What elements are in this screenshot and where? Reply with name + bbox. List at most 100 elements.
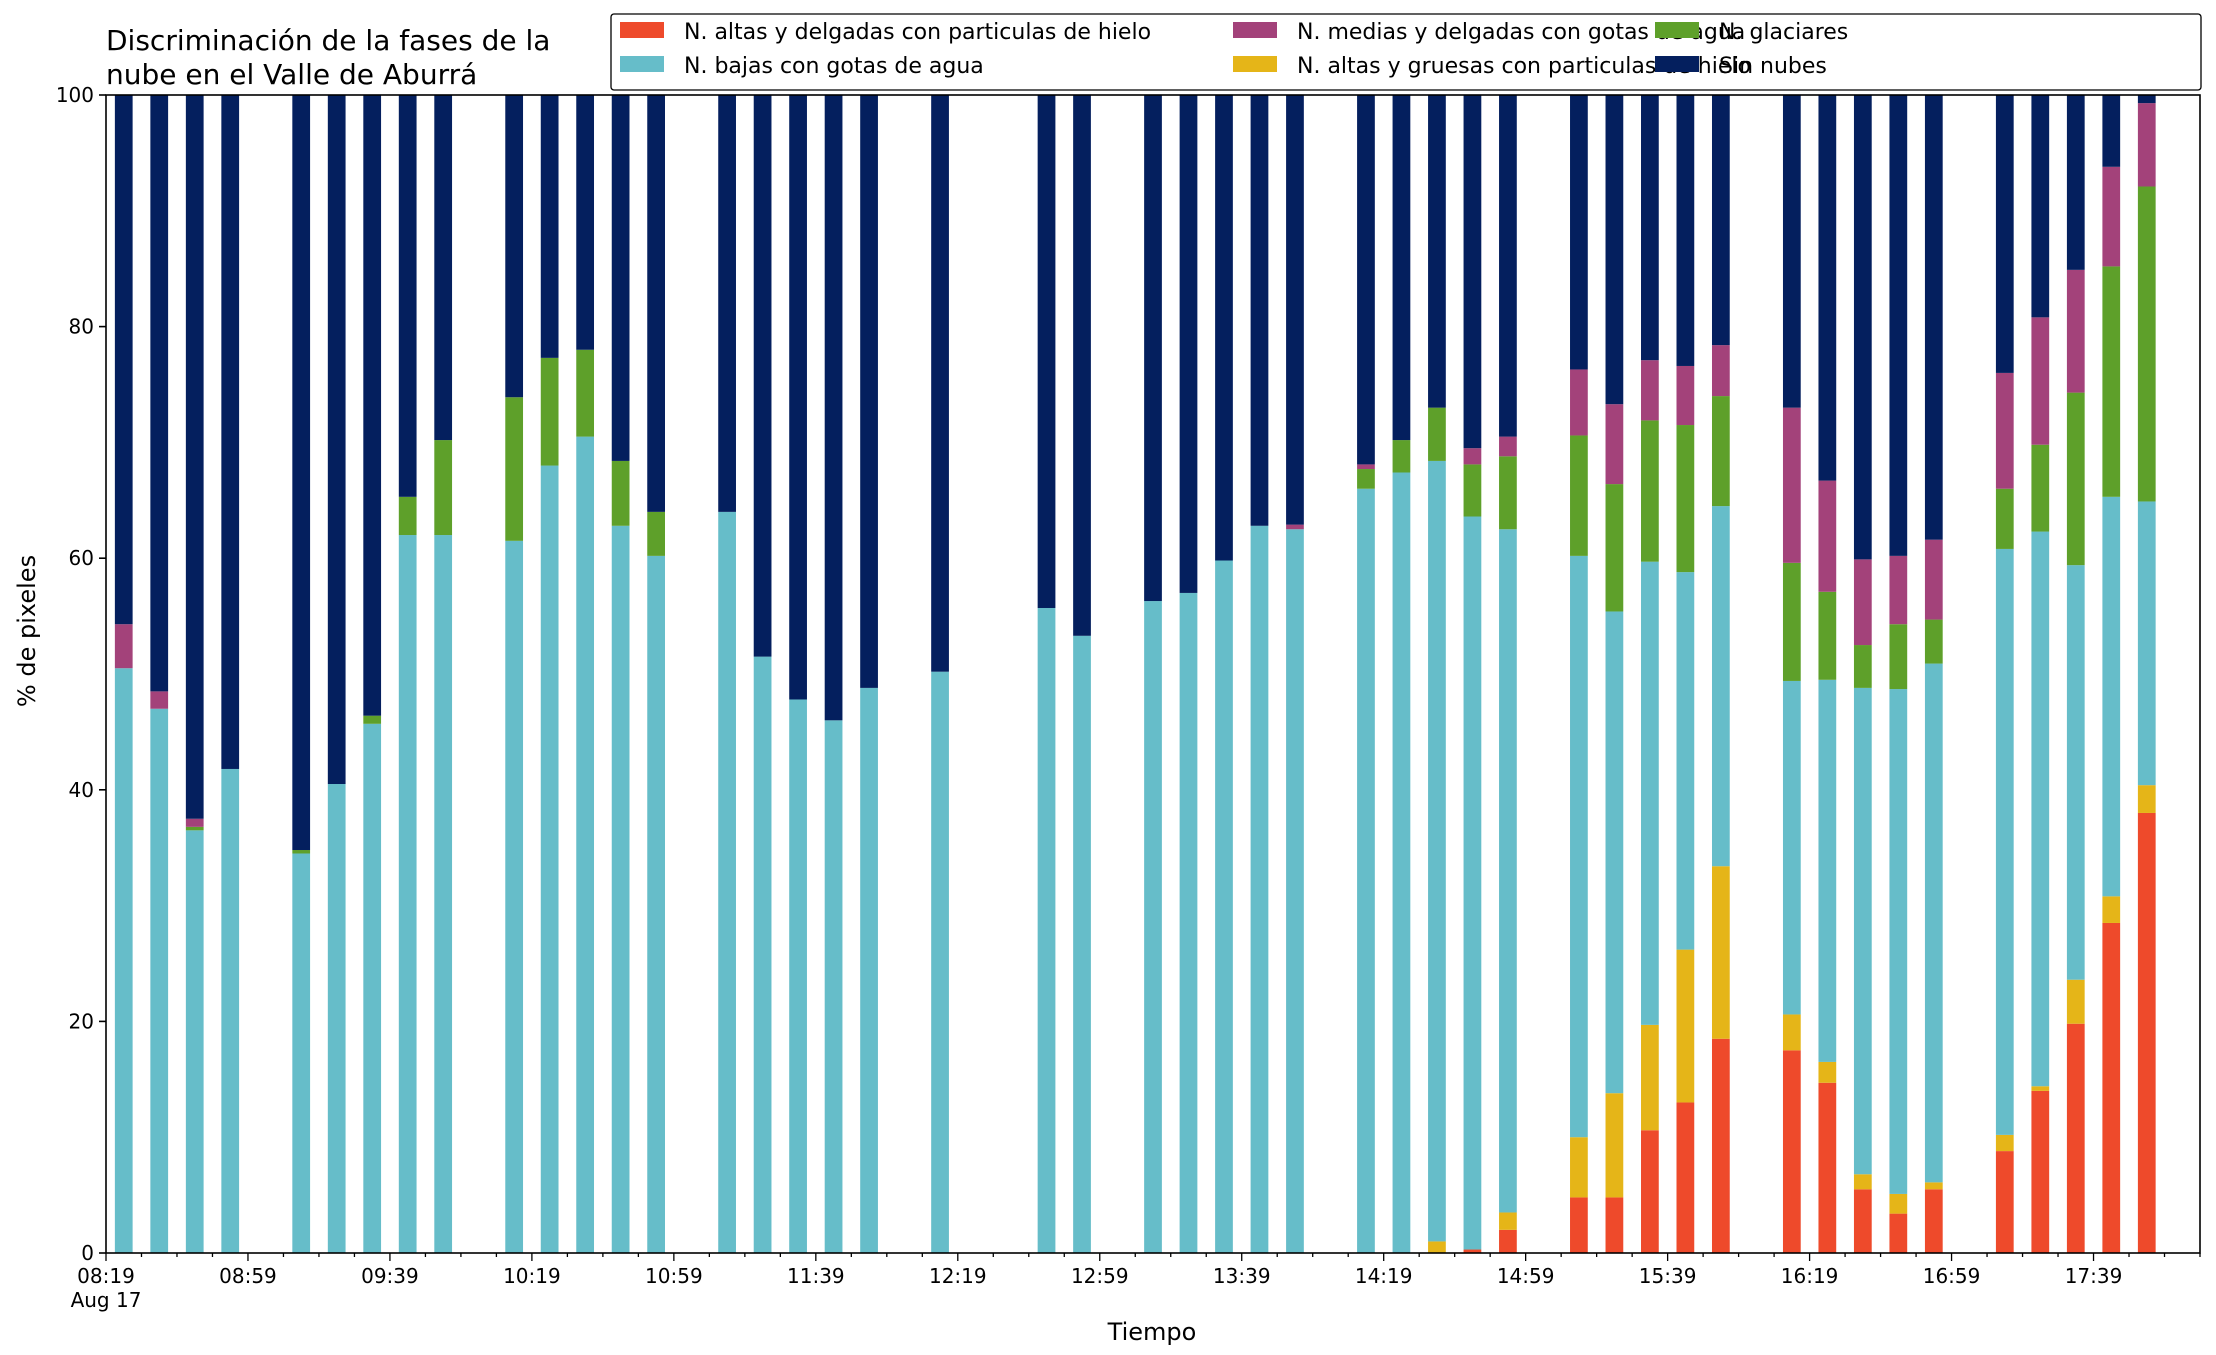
bar-segment (1073, 95, 1091, 636)
x-tick-label: 14:59 (1497, 1264, 1555, 1288)
bar-segment (2031, 317, 2050, 445)
bar-segment (1286, 95, 1304, 525)
bar-segment (540, 465, 559, 1253)
x-tick-label: 12:59 (1071, 1264, 1129, 1288)
bar-segment (1463, 1249, 1482, 1253)
bar-segment (931, 671, 949, 1253)
bar-segment (1853, 1189, 1872, 1253)
bar-segment (2102, 95, 2121, 167)
bar-segment (363, 95, 382, 716)
bar-segment (1605, 404, 1624, 485)
bar-segment (824, 95, 843, 721)
bar-segment (1889, 1193, 1908, 1214)
bar-segment (2137, 95, 2156, 104)
y-tick-label: 60 (69, 546, 94, 570)
bar-segment (1818, 1082, 1837, 1253)
bar-segment (1073, 635, 1091, 1253)
legend-swatch (1233, 22, 1277, 38)
bar-segment (576, 349, 595, 437)
x-tick-label: 13:39 (1213, 1264, 1271, 1288)
bar-segment (1570, 95, 1588, 370)
bar-segment (2137, 501, 2156, 786)
x-tick-label: 16:19 (1781, 1264, 1839, 1288)
bar-segment (1215, 95, 1233, 561)
bar-segment (931, 95, 949, 672)
bar-segment (1924, 539, 1943, 620)
bar-segment (1037, 607, 1056, 1253)
bar-segment (860, 687, 878, 1253)
bar-segment (2031, 95, 2050, 318)
bar-segment (1605, 611, 1624, 1094)
bar-segment (824, 720, 843, 1253)
bar-segment (2102, 896, 2121, 923)
legend-label: N. bajas con gotas de agua (684, 54, 984, 79)
bar-segment (1818, 679, 1837, 1062)
bar-segment (1641, 360, 1659, 421)
bar-segment (1357, 95, 1375, 465)
bar-segment (1995, 1151, 2014, 1253)
bar-segment (1463, 448, 1482, 465)
bar-segment (1782, 680, 1801, 1015)
x-tick-label: 12:19 (929, 1264, 987, 1288)
bar-segment (1853, 559, 1872, 646)
bar-segment (2066, 1023, 2085, 1253)
bar-segment (1782, 1050, 1801, 1253)
bar-segment (505, 540, 524, 1253)
bar-segment (150, 708, 169, 1253)
x-tick-label: 08:19 (77, 1264, 135, 1288)
bar-segment (1179, 95, 1198, 593)
bar-segment (1711, 95, 1730, 346)
bar-segment (2066, 392, 2085, 566)
bar-segment (221, 95, 240, 769)
bar-segment (1711, 1038, 1730, 1253)
bar-segment (1995, 548, 2014, 1135)
bar-segment (1889, 689, 1908, 1194)
bar-segment (1499, 1212, 1517, 1230)
bar-segment (611, 525, 630, 1253)
bar-segment (505, 397, 524, 541)
x-tick-label: 10:59 (645, 1264, 703, 1288)
bar-segment (1818, 95, 1837, 481)
bar-segment (1392, 472, 1411, 1253)
bar-segment (1995, 488, 2014, 549)
x-tick-label: 14:19 (1355, 1264, 1413, 1288)
y-tick-label: 40 (69, 778, 94, 802)
bar-segment (753, 95, 772, 657)
y-tick-label: 80 (69, 315, 94, 339)
bar-segment (398, 535, 417, 1253)
bar-segment (1995, 1134, 2014, 1152)
bar-segment (1853, 95, 1872, 560)
chart-title-line-1: Discriminación de la fases de la (106, 24, 550, 57)
bar-segment (2102, 266, 2121, 497)
x-tick-sublabel: Aug 17 (71, 1288, 142, 1312)
bar-segment (398, 95, 417, 497)
bar-segment (753, 656, 772, 1253)
bar-segment (1250, 525, 1269, 1253)
bar-segment (1676, 949, 1695, 1103)
bar-segment (1570, 369, 1588, 436)
bar-segment (2066, 979, 2085, 1024)
bar-segment (860, 95, 878, 688)
bar-segment (1676, 425, 1695, 573)
y-axis: 0 20 40 60 80 100 (56, 83, 106, 1265)
bar-segment (1286, 529, 1304, 1253)
bar-segment (1853, 687, 1872, 1175)
legend-label: N. glaciares (1719, 20, 1848, 45)
bar-segment (576, 95, 595, 350)
bar-segment (1215, 560, 1233, 1253)
bar-segment (1499, 529, 1517, 1213)
bar-segment (1818, 1061, 1837, 1083)
bar-segment (292, 95, 311, 851)
bar-segment (1782, 407, 1801, 563)
bar-segment (1499, 1229, 1517, 1253)
bar-segment (1924, 619, 1943, 664)
bar-segment (221, 768, 240, 1253)
legend-label: N. altas y delgadas con particulas de hi… (684, 20, 1151, 45)
legend: N. altas y delgadas con particulas de hi… (610, 13, 2202, 91)
bar-segment (789, 95, 807, 700)
legend-swatch (1655, 56, 1699, 72)
bar-segment (1428, 1241, 1446, 1253)
bar-segment (1924, 1182, 1943, 1190)
bar-segment (150, 691, 169, 709)
